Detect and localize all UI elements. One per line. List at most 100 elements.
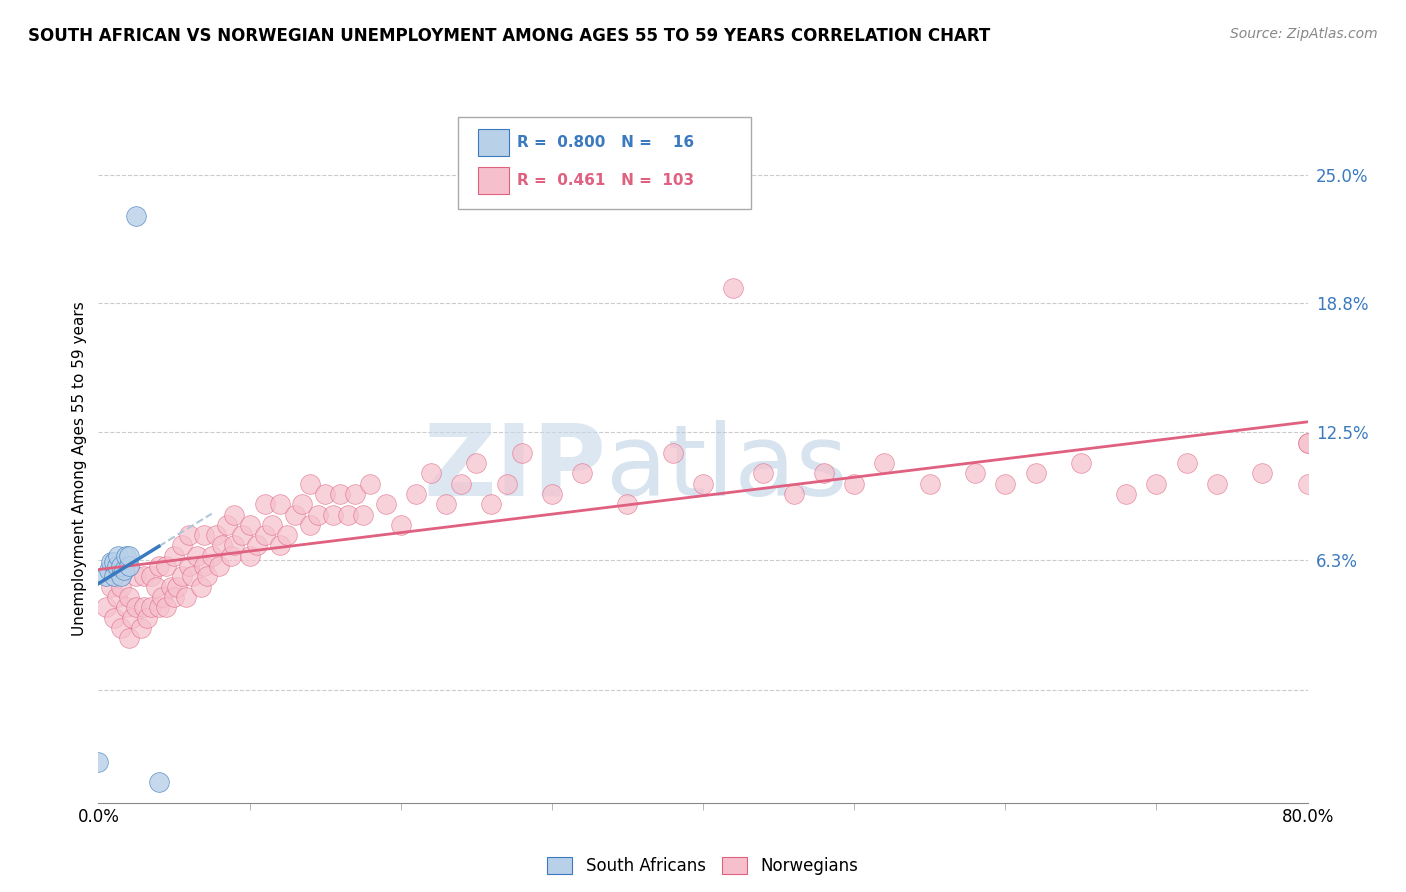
Point	[1115, 487, 1137, 501]
Point	[224, 508, 246, 522]
Point	[110, 580, 132, 594]
Point	[148, 600, 170, 615]
Point	[110, 559, 132, 574]
Point	[616, 497, 638, 511]
Point	[181, 569, 204, 583]
Point	[125, 569, 148, 583]
Point	[1206, 476, 1229, 491]
Point	[1024, 467, 1046, 481]
Text: R =  0.461   N =  103: R = 0.461 N = 103	[517, 173, 695, 187]
Point	[231, 528, 253, 542]
Point	[314, 487, 336, 501]
Point	[224, 539, 246, 553]
Point	[163, 590, 186, 604]
Point	[208, 559, 231, 574]
Point	[1175, 456, 1198, 470]
Point	[132, 569, 155, 583]
Point	[121, 610, 143, 624]
Point	[1144, 476, 1167, 491]
Point	[269, 497, 291, 511]
Point	[135, 610, 157, 624]
Point	[177, 559, 201, 574]
Point	[193, 559, 215, 574]
Point	[177, 528, 201, 542]
Point	[201, 549, 224, 563]
Point	[269, 539, 291, 553]
Point	[105, 590, 128, 604]
Point	[1296, 476, 1319, 491]
Point	[118, 631, 141, 645]
Point	[190, 580, 212, 594]
Point	[374, 497, 396, 511]
Point	[291, 497, 314, 511]
Point	[103, 555, 125, 569]
Point	[129, 621, 152, 635]
Point	[114, 549, 136, 563]
Text: R =  0.800   N =    16: R = 0.800 N = 16	[517, 136, 695, 150]
Point	[661, 446, 683, 460]
Point	[118, 590, 141, 604]
Legend: South Africans, Norwegians: South Africans, Norwegians	[541, 850, 865, 881]
Point	[215, 517, 238, 532]
Point	[284, 508, 307, 522]
Point	[782, 487, 804, 501]
Point	[107, 549, 129, 563]
Point	[389, 517, 412, 532]
Point	[110, 569, 132, 583]
Point	[450, 476, 472, 491]
Point	[112, 563, 135, 577]
Point	[510, 446, 533, 460]
Point	[100, 580, 122, 594]
Point	[205, 528, 228, 542]
Point	[211, 539, 233, 553]
Point	[163, 549, 186, 563]
Point	[155, 559, 177, 574]
Point	[155, 600, 177, 615]
Point	[170, 569, 193, 583]
Point	[571, 467, 593, 481]
Point	[994, 476, 1017, 491]
Point	[148, 559, 170, 574]
Point	[125, 600, 148, 615]
Point	[1070, 456, 1092, 470]
Point	[253, 528, 276, 542]
Point	[1296, 435, 1319, 450]
Point	[105, 559, 128, 574]
Point	[166, 580, 188, 594]
Point	[103, 610, 125, 624]
Point	[195, 569, 218, 583]
Point	[434, 497, 457, 511]
Point	[193, 528, 215, 542]
Point	[918, 476, 941, 491]
Point	[145, 580, 167, 594]
Point	[125, 209, 148, 223]
Point	[844, 476, 866, 491]
Point	[352, 508, 374, 522]
Point	[299, 476, 322, 491]
Point	[186, 549, 208, 563]
Point	[336, 508, 359, 522]
Point	[110, 621, 132, 635]
Point	[141, 569, 163, 583]
Point	[344, 487, 367, 501]
Point	[150, 590, 173, 604]
Point	[322, 508, 344, 522]
Point	[481, 497, 503, 511]
Point	[307, 508, 329, 522]
Point	[329, 487, 352, 501]
Point	[118, 559, 141, 574]
Point	[299, 517, 322, 532]
Y-axis label: Unemployment Among Ages 55 to 59 years: Unemployment Among Ages 55 to 59 years	[72, 301, 87, 636]
Point	[141, 600, 163, 615]
Text: atlas: atlas	[606, 420, 848, 516]
Text: SOUTH AFRICAN VS NORWEGIAN UNEMPLOYMENT AMONG AGES 55 TO 59 YEARS CORRELATION CH: SOUTH AFRICAN VS NORWEGIAN UNEMPLOYMENT …	[28, 27, 990, 45]
Point	[118, 549, 141, 563]
Point	[495, 476, 517, 491]
Text: Source: ZipAtlas.com: Source: ZipAtlas.com	[1230, 27, 1378, 41]
Point	[253, 497, 276, 511]
Point	[419, 467, 441, 481]
Point	[405, 487, 427, 501]
Point	[873, 456, 896, 470]
Point	[721, 281, 744, 295]
Point	[221, 549, 243, 563]
